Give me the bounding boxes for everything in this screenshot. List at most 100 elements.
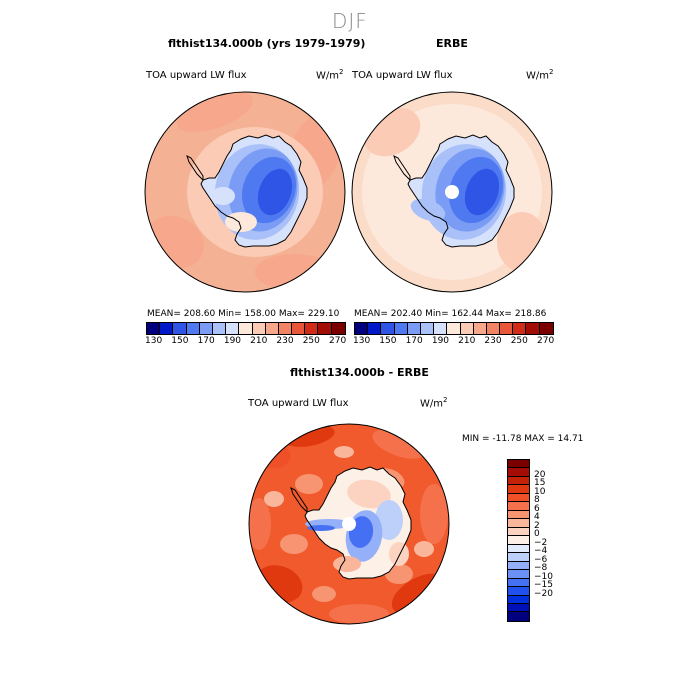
colorbar-tick-label: 270 [329,336,347,346]
peninsula-coastline [186,155,204,182]
diff-ocean-patch [295,474,323,494]
colorbar-tick-label: −15 [534,580,553,591]
colorbar-swatch [278,323,293,334]
pole-missing-data [445,185,459,199]
map-boundary [351,91,553,293]
colorbar-tick-label: 230 [484,336,502,346]
panel2-colorbar [354,322,554,335]
colorbar-swatch [508,502,529,511]
colorbar-swatch [500,323,514,334]
colorbar-swatch [508,544,529,554]
map-boundary [144,91,346,293]
colorbar-swatch [539,323,553,334]
panel2-stats: MEAN= 202.40 Min= 162.44 Max= 218.86 [354,309,547,319]
colorbar-tick-label: 6 [534,503,540,514]
colorbar-swatch [473,323,487,334]
colorbar-swatch [199,323,213,334]
colorbar-swatch [508,510,529,520]
colorbar-tick-label: 4 [534,512,540,523]
diff-land-patch [307,525,335,531]
ocean-warm-patch [177,92,253,133]
colorbar-tick-label: 10 [534,486,546,497]
colorbar-swatch [508,578,529,588]
diff-ocean-patch [264,491,284,507]
colorbar-swatch [508,485,529,494]
colorbar-swatch [160,323,174,334]
colorbar-swatch [508,603,529,613]
panel2-unit-label: W/m2 [526,68,554,82]
diff-ocean-patch [334,446,354,458]
diff-land-patch [347,479,391,509]
peninsula-coastline [393,155,411,182]
season-title: DJF [332,9,368,33]
panel3-unit-label: W/m2 [420,396,448,410]
colorbar-tick-label: 8 [534,495,540,506]
ocean-warm-patch [255,254,335,290]
colorbar-tick-label: 170 [405,336,423,346]
map-field [145,92,345,292]
colorbar-swatch [508,468,529,477]
colorbar-swatch [508,595,529,604]
panel1-polar-map [144,91,346,293]
colorbar-tick-label: 150 [379,336,397,346]
colorbar-tick-label: 150 [171,336,189,346]
colorbar-tick-label: 270 [537,336,555,346]
colorbar-swatch [508,553,529,562]
colorbar-swatch [526,323,540,334]
colorbar-swatch [508,476,529,486]
colorbar-tick-label: −2 [534,537,548,548]
colorbar-tick-label: −10 [534,571,553,582]
panel2-field-label: TOA upward LW flux [352,70,453,81]
colorbar-swatch [173,323,187,334]
panel1-stats: MEAN= 208.60 Min= 158.00 Max= 229.10 [147,309,340,319]
panel3-colorbar [507,459,530,622]
colorbar-tick-label: 250 [510,336,528,346]
colorbar-tick-label: 250 [302,336,320,346]
colorbar-swatch [460,323,474,334]
colorbar-tick-label: 130 [353,336,371,346]
colorbar-swatch [513,323,527,334]
colorbar-tick-label: 130 [145,336,163,346]
panel1-colorbar [146,322,346,335]
map-boundary [248,423,450,625]
colorbar-swatch [486,323,501,334]
pole-missing-data [342,517,356,531]
colorbar-swatch [508,570,529,579]
colorbar-swatch [186,323,200,334]
colorbar-swatch [318,323,332,334]
colorbar-swatch [508,536,529,545]
colorbar-tick-label: 210 [458,336,476,346]
diff-ocean-patch [414,541,434,557]
colorbar-swatch [434,323,448,334]
panel3-polar-map [248,423,450,625]
colorbar-swatch [508,612,529,621]
colorbar-swatch [252,323,266,334]
panel2-title: ERBE [436,37,468,50]
colorbar-swatch [381,323,395,334]
colorbar-tick-label: 0 [534,529,540,540]
diff-ocean-patch [249,498,271,550]
coastal-patch [211,187,235,205]
colorbar-tick-label: −4 [534,546,548,557]
panel3-title: flthist134.000b - ERBE [290,366,429,379]
colorbar-tick-label: 190 [431,336,450,346]
colorbar-tick-label: −8 [534,563,548,574]
colorbar-tick-label: 15 [534,478,546,489]
colorbar-swatch [407,323,421,334]
diff-ocean-patch [280,534,308,554]
colorbar-swatch [447,323,461,334]
panel1-unit-label: W/m2 [316,68,344,82]
diff-land-patch [389,542,409,566]
diff-land-patch [333,556,361,572]
coastline [304,466,412,580]
colorbar-swatch [305,323,319,334]
colorbar-swatch [368,323,382,334]
diff-ocean-patch [312,586,336,602]
colorbar-swatch [265,323,279,334]
colorbar-swatch [508,493,529,503]
panel1-title: flthist134.000b (yrs 1979-1979) [168,37,366,50]
diff-ocean-patch [385,564,413,584]
plateau-contour [257,168,293,216]
colorbar-swatch [147,323,161,334]
diff-ocean-patch [372,429,426,459]
